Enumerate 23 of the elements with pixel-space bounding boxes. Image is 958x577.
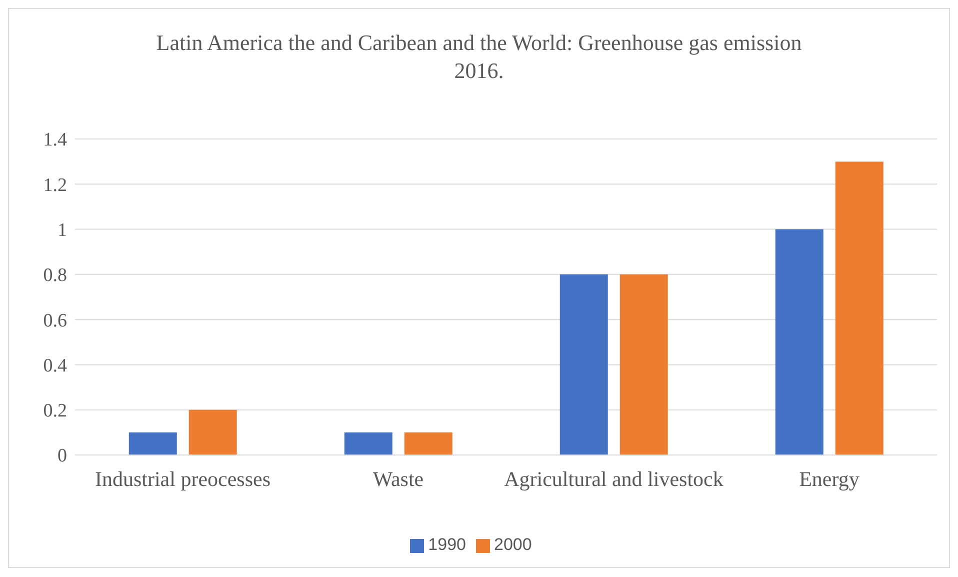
bar [404, 432, 452, 455]
x-tick-label: Industrial preocesses [94, 466, 271, 491]
bar [344, 432, 392, 455]
y-tick-label: 0.4 [43, 355, 68, 376]
bar [835, 162, 884, 455]
chart-title: Latin America the and Caribean and the World: Greenhouse gas emission 2016. [155, 29, 803, 85]
x-tick-label: Agricultural and livestock [504, 466, 724, 491]
y-tick-label: 1 [58, 220, 67, 242]
bar [620, 274, 668, 455]
bar [560, 274, 608, 455]
y-tick-label: 0.6 [43, 310, 67, 332]
bar [775, 229, 824, 455]
y-tick-label: 0.8 [43, 265, 67, 286]
legend-label: 1990 [428, 535, 466, 554]
y-tick-label: 0.2 [43, 400, 67, 422]
legend-label: 2000 [494, 535, 532, 554]
x-tick-label: Energy [799, 466, 860, 491]
x-tick-label: Waste [372, 466, 424, 491]
bar [188, 410, 237, 455]
bar [128, 432, 177, 455]
y-tick-label: 1.4 [43, 130, 68, 151]
y-tick-label: 1.2 [43, 174, 67, 196]
y-tick-label: 0 [58, 446, 67, 467]
